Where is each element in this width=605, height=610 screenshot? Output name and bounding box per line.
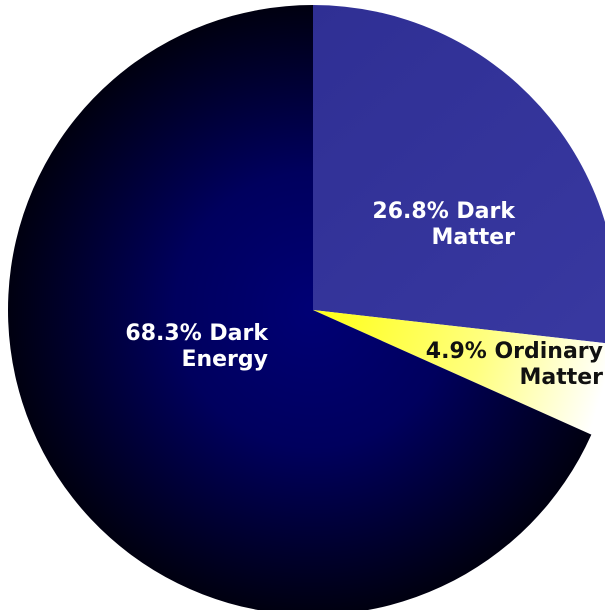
pie-label-line: Matter: [519, 365, 603, 390]
pie-label-line: Energy: [181, 347, 268, 372]
pie-slice-dark-energy: [8, 5, 592, 610]
pie-slices: [8, 5, 605, 610]
pie-label-dark-energy: 68.3% Dark Energy: [125, 321, 269, 372]
pie-slice-ordinary-matter: [313, 310, 605, 435]
pie-label-line: 4.9% Ordinary: [426, 339, 603, 364]
pie-label-line: Matter: [431, 225, 515, 250]
pie-label-line: 26.8% Dark: [372, 199, 516, 224]
pie-label-line: 68.3% Dark: [125, 321, 269, 346]
pie-label-dark-matter: 26.8% Dark Matter: [372, 199, 516, 250]
pie-label-ordinary-matter: 4.9% Ordinary Matter: [426, 339, 603, 390]
pie-slice-dark-matter: [313, 5, 605, 344]
